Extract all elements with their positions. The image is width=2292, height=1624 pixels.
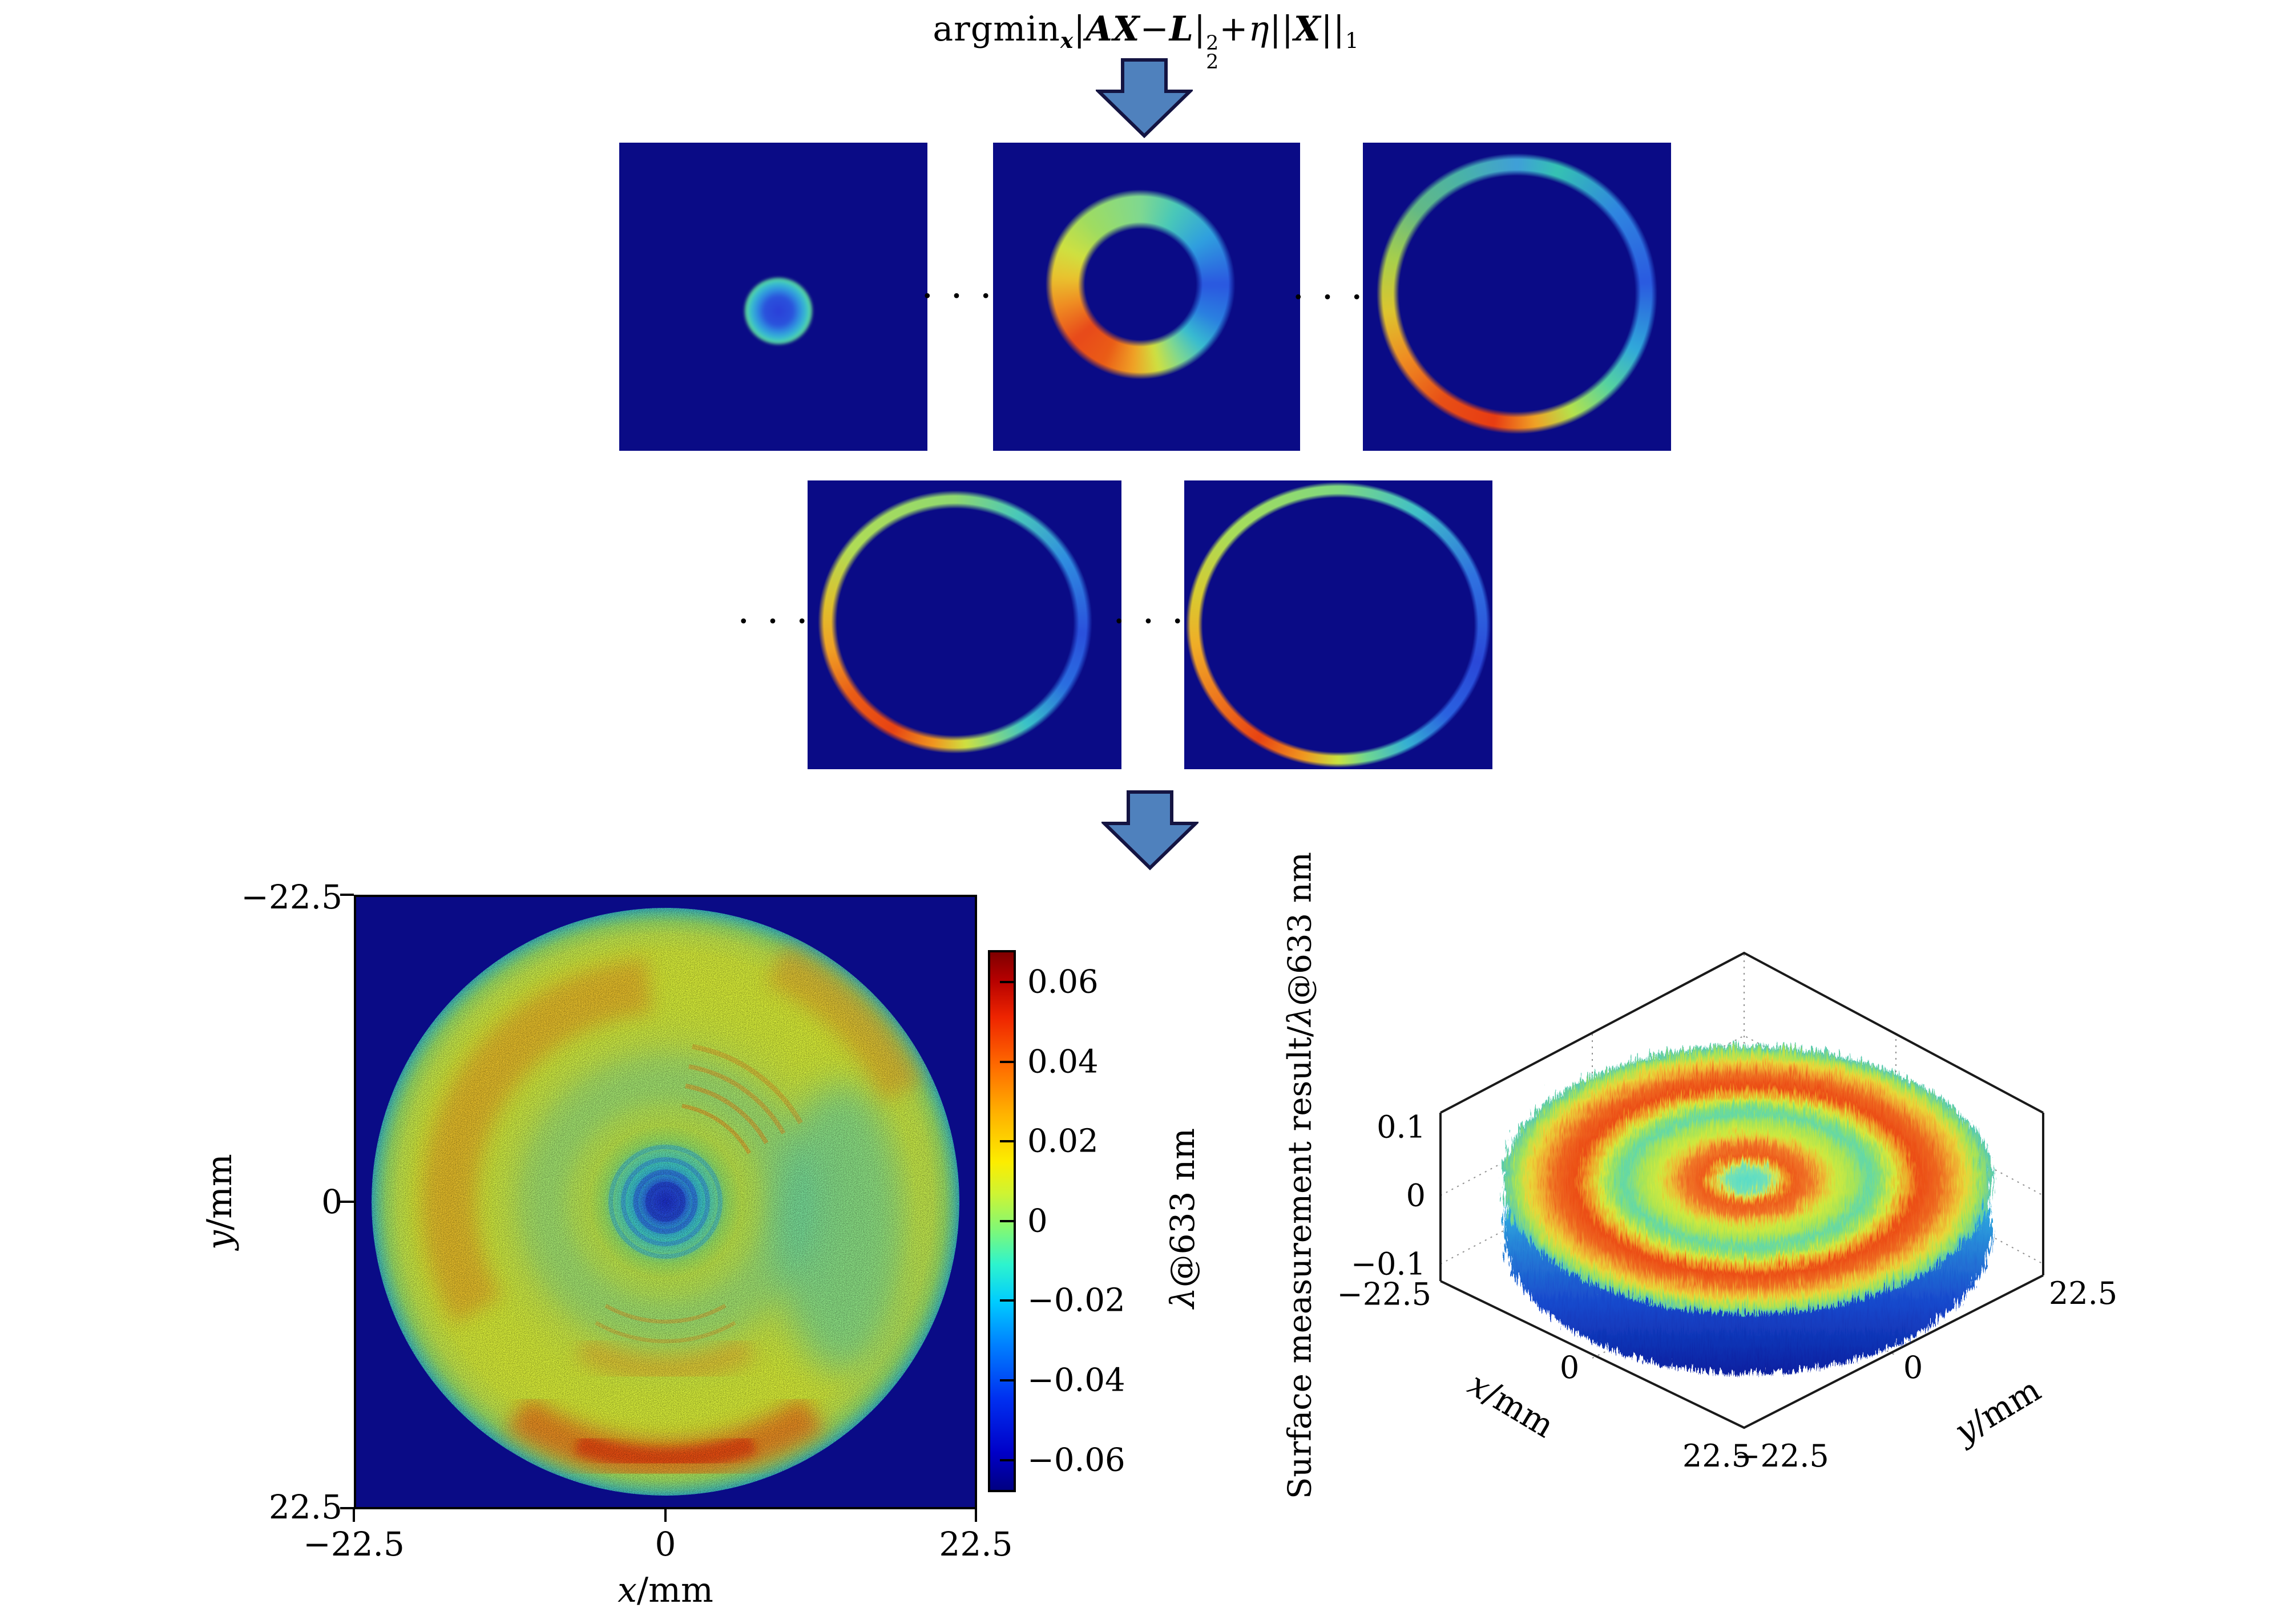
y-tick-bottom: 22.5 xyxy=(268,1488,342,1526)
x-tick-corner: −22.5 xyxy=(1337,1276,1431,1312)
formula-part: || xyxy=(1269,9,1294,49)
colorbar-tickmark xyxy=(1000,1061,1014,1063)
x-tickmark xyxy=(664,1509,667,1522)
surface3d-surface xyxy=(1498,1041,1988,1370)
colorbar-tick-3: 0.02 xyxy=(1027,1122,1099,1160)
colorbar-tickmark xyxy=(1000,1299,1014,1302)
x-tick-mid: 0 xyxy=(655,1525,676,1564)
axes-box xyxy=(1439,951,2044,1429)
formula-part: | xyxy=(1074,9,1086,49)
formula-part: AX xyxy=(1086,9,1140,49)
y-tickmark xyxy=(340,1507,354,1509)
y-tick-top: −22.5 xyxy=(241,878,342,916)
interferogram-frame-1 xyxy=(619,143,927,451)
heatmap-plot-area xyxy=(354,895,977,1509)
z-tick-1: 0.1 xyxy=(1377,1109,1426,1145)
formula-part: || xyxy=(1321,9,1345,49)
y-tick-mid: 0 xyxy=(321,1182,342,1221)
heatmap-surface xyxy=(372,908,959,1496)
y-tickmark xyxy=(340,894,354,896)
interferogram-frame-5 xyxy=(1184,480,1492,769)
objective-function-formula: argminx|AX−L| 2 2 +η||X||1 xyxy=(0,9,2292,72)
interferogram-frame-3 xyxy=(1363,143,1671,451)
x-tick-left: −22.5 xyxy=(303,1525,405,1564)
colorbar-tickmark xyxy=(1000,1379,1014,1381)
y-tick-end-3d: 22.5 xyxy=(2048,1275,2118,1311)
formula-part: argmin xyxy=(933,9,1060,49)
interferogram-disk xyxy=(745,278,812,344)
y-tickmark xyxy=(340,1201,354,1203)
x-tick-right: 22.5 xyxy=(939,1525,1013,1564)
down-arrow-icon xyxy=(1101,790,1199,870)
colorbar-tickmark xyxy=(1000,1140,1014,1142)
colorbar-tick-4: 0 xyxy=(1027,1202,1048,1240)
colorbar-label: λ@633 nm xyxy=(1163,1128,1202,1309)
interferogram-ring xyxy=(1184,480,1492,769)
formula-part: η xyxy=(1248,9,1270,49)
interferogram-frame-4 xyxy=(808,480,1121,769)
interferogram-frame-2 xyxy=(993,143,1300,451)
formula-part: − xyxy=(1140,9,1169,49)
down-arrow-icon xyxy=(1096,58,1193,138)
ellipsis-4: • • • xyxy=(1113,612,1190,632)
formula-part: + xyxy=(1219,9,1249,49)
colorbar-tick-5: −0.02 xyxy=(1027,1282,1125,1319)
y-tick-start-3d: −22.5 xyxy=(1734,1438,1829,1474)
formula-part: L xyxy=(1169,9,1194,49)
colorbar-tickmark xyxy=(1000,1220,1014,1222)
x-tick-end-3d: 22.5 xyxy=(1682,1438,1752,1474)
colorbar-tickmark xyxy=(1000,981,1014,983)
z-tick-3: −0.1 xyxy=(1350,1246,1426,1282)
colorbar-tick-6: −0.04 xyxy=(1027,1362,1125,1399)
interferogram-ring xyxy=(808,480,1121,769)
formula-part: X xyxy=(1293,9,1321,49)
z-tick-2: 0 xyxy=(1406,1177,1426,1214)
interferogram-ring xyxy=(993,143,1300,451)
y-axis-label: y/mm xyxy=(200,1154,240,1250)
y-tick-mid-3d: 0 xyxy=(1903,1350,1923,1385)
colorbar-tick-2: 0.04 xyxy=(1027,1043,1099,1081)
ellipsis-1: • • • xyxy=(922,286,998,307)
x-tickmark xyxy=(975,1509,977,1522)
colorbar-tick-7: −0.06 xyxy=(1027,1441,1125,1479)
colorbar-tickmark xyxy=(1000,1459,1014,1461)
ellipsis-2: • • • xyxy=(1293,288,1369,308)
surface3d-zaxis-title: Surface measurement result/λ@633 nm xyxy=(1281,852,1319,1499)
interferogram-ring xyxy=(1363,143,1671,451)
formula-part: | xyxy=(1193,9,1206,49)
formula-part: x xyxy=(1060,28,1074,54)
ellipsis-3: • • • xyxy=(738,612,814,632)
x-tick-mid-3d: 0 xyxy=(1559,1350,1580,1385)
formula-part: 1 xyxy=(1345,28,1359,54)
colorbar-tick-1: 0.06 xyxy=(1027,963,1099,1001)
x-tickmark xyxy=(353,1509,355,1522)
surface3d-plot xyxy=(1439,951,2044,1429)
x-axis-label: x/mm xyxy=(618,1570,713,1610)
